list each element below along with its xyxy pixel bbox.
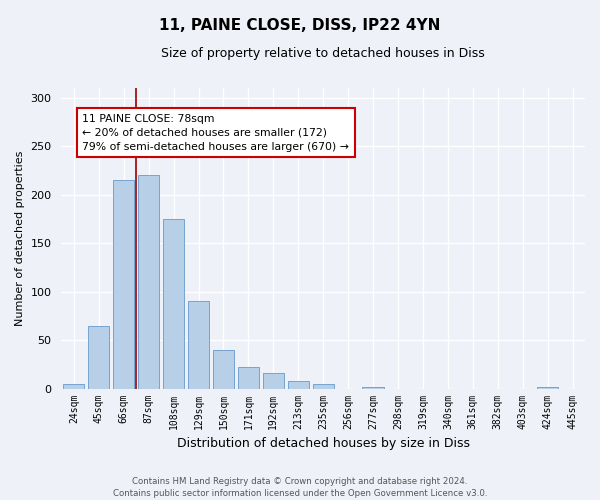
Bar bbox=[313, 384, 334, 388]
Bar bbox=[113, 180, 134, 388]
Bar bbox=[63, 384, 85, 388]
Bar bbox=[238, 367, 259, 388]
Bar bbox=[88, 326, 109, 388]
Bar bbox=[263, 373, 284, 388]
Title: Size of property relative to detached houses in Diss: Size of property relative to detached ho… bbox=[161, 48, 485, 60]
Text: 11 PAINE CLOSE: 78sqm
← 20% of detached houses are smaller (172)
79% of semi-det: 11 PAINE CLOSE: 78sqm ← 20% of detached … bbox=[82, 114, 349, 152]
Text: 11, PAINE CLOSE, DISS, IP22 4YN: 11, PAINE CLOSE, DISS, IP22 4YN bbox=[160, 18, 440, 32]
Bar bbox=[213, 350, 234, 389]
X-axis label: Distribution of detached houses by size in Diss: Distribution of detached houses by size … bbox=[177, 437, 470, 450]
Bar bbox=[362, 386, 383, 388]
Bar bbox=[138, 176, 159, 388]
Bar bbox=[188, 302, 209, 388]
Text: Contains HM Land Registry data © Crown copyright and database right 2024.
Contai: Contains HM Land Registry data © Crown c… bbox=[113, 476, 487, 498]
Bar bbox=[163, 219, 184, 388]
Y-axis label: Number of detached properties: Number of detached properties bbox=[15, 150, 25, 326]
Bar bbox=[537, 386, 558, 388]
Bar bbox=[287, 381, 309, 388]
